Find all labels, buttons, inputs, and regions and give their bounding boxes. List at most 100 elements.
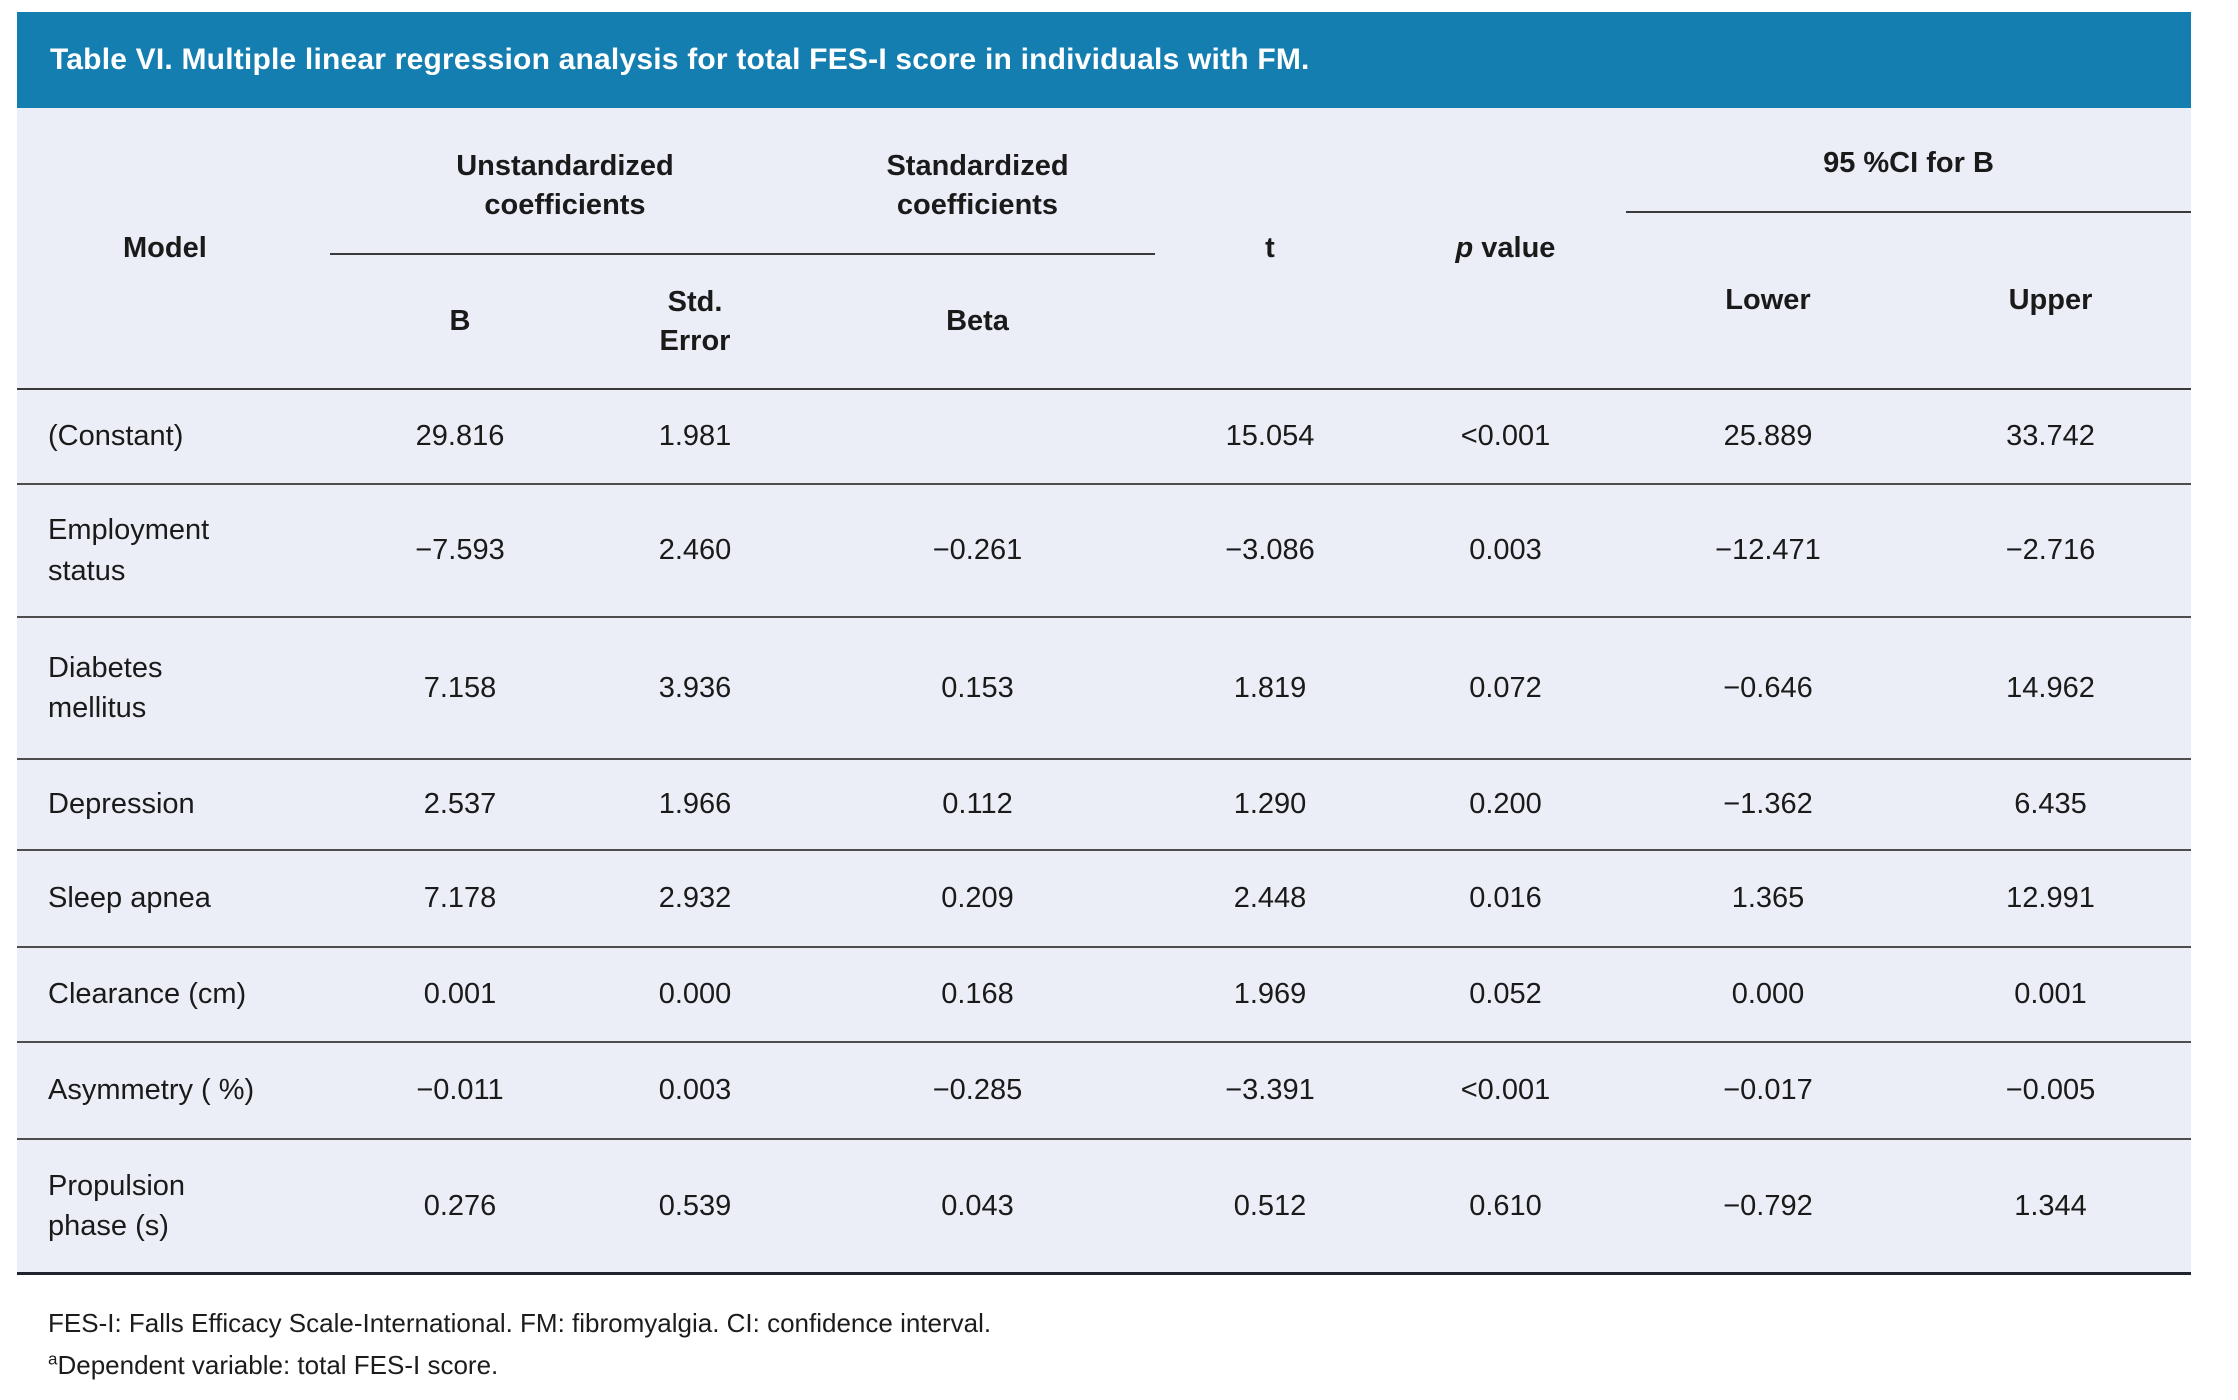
cell-std-error: 3.936	[658, 671, 732, 704]
ci-header-group: 95 %CI for B Lower Upper	[1626, 108, 2191, 388]
cell-p: 0.052	[1469, 978, 1542, 1010]
cell-p: 0.072	[1469, 671, 1542, 704]
footnote-dependent-variable: aDependent variable: total FES-I score.	[48, 1344, 991, 1386]
cell-p: 0.003	[1469, 534, 1542, 566]
cell-b: 0.276	[423, 1189, 497, 1222]
cell-t: 15.054	[1225, 420, 1315, 452]
cell-b: 7.178	[423, 882, 497, 914]
cell-upper: 12.991	[2006, 882, 2095, 914]
group-header-unstandardized: Unstandardized coefficients	[456, 150, 674, 221]
table-row-asymmetry: Asymmetry ( %) −0.011 0.003 −0.285 −3.39…	[17, 1043, 2191, 1140]
coefficients-header-group: Unstandardized coefficients Standardized…	[330, 108, 1155, 388]
cell-lower: −0.646	[1723, 671, 1813, 704]
cell-t: −3.086	[1225, 534, 1315, 566]
cell-lower: −1.362	[1723, 788, 1813, 820]
coefficients-subheader-row: B Std. Error Beta	[330, 255, 1155, 388]
cell-t: 1.819	[1233, 671, 1307, 704]
cell-p: <0.001	[1460, 420, 1551, 452]
cell-std-error: 0.000	[658, 978, 732, 1010]
cell-std-error: 2.932	[658, 882, 732, 914]
cell-std-error: 0.539	[658, 1189, 732, 1222]
cell-lower: −12.471	[1715, 534, 1821, 566]
cell-std-error: 2.460	[658, 534, 732, 566]
cell-model: Employment status	[48, 514, 210, 587]
cell-model: Propulsion phase (s)	[48, 1169, 186, 1242]
cell-t: −3.391	[1225, 1074, 1315, 1106]
cell-b: 29.816	[415, 420, 505, 452]
cell-b: 2.537	[423, 788, 497, 820]
cell-model: Diabetes mellitus	[48, 651, 163, 724]
column-header-p-value: p value	[1385, 108, 1626, 388]
cell-beta: −0.261	[932, 534, 1023, 566]
cell-std-error: 0.003	[658, 1074, 732, 1106]
cell-t: 2.448	[1233, 882, 1307, 914]
cell-upper: −2.716	[2005, 534, 2096, 566]
table-body: (Constant) 29.816 1.981 15.054 <0.001 25…	[17, 390, 2191, 1275]
footnote-dependent-text: Dependent variable: total FES-I score.	[57, 1350, 499, 1380]
cell-beta: 0.043	[941, 1189, 1014, 1222]
ci-subheader-row: Lower Upper	[1626, 213, 2191, 388]
column-header-lower: Lower	[1725, 284, 1811, 317]
cell-lower: 1.365	[1731, 882, 1805, 914]
cell-model: (Constant)	[48, 420, 184, 453]
group-header-95ci: 95 %CI for B	[1626, 108, 2191, 213]
cell-beta: 0.209	[941, 882, 1014, 914]
cell-p: 0.200	[1469, 788, 1542, 820]
p-value-italic-p: p	[1455, 231, 1474, 264]
table-row-depression: Depression 2.537 1.966 0.112 1.290 0.200…	[17, 760, 2191, 851]
cell-model: Asymmetry ( %)	[48, 1074, 255, 1107]
cell-lower: −0.792	[1723, 1189, 1813, 1222]
table-row-diabetes-mellitus: Diabetes mellitus 7.158 3.936 0.153 1.81…	[17, 618, 2191, 760]
cell-b: −7.593	[415, 534, 505, 566]
cell-model: Clearance (cm)	[48, 978, 247, 1011]
cell-lower: 0.000	[1731, 978, 1805, 1010]
footnotes: FES-I: Falls Efficacy Scale-Internationa…	[48, 1302, 991, 1386]
cell-model: Sleep apnea	[48, 882, 211, 915]
table-row-clearance: Clearance (cm) 0.001 0.000 0.168 1.969 0…	[17, 948, 2191, 1043]
group-header-standardized: Standardized coefficients	[886, 150, 1069, 221]
column-header-t: t	[1265, 231, 1275, 264]
column-header-upper: Upper	[2008, 284, 2093, 317]
cell-b: 0.001	[423, 978, 497, 1010]
regression-table: Table VI. Multiple linear regression ana…	[17, 12, 2191, 1275]
cell-beta: 0.112	[942, 788, 1013, 820]
cell-p: 0.016	[1469, 882, 1542, 914]
cell-beta: −0.285	[932, 1074, 1023, 1106]
column-header-std-error: Std. Error	[659, 286, 731, 357]
cell-t: 1.969	[1233, 978, 1307, 1010]
cell-upper: −0.005	[2005, 1074, 2096, 1106]
coefficients-group-labels: Unstandardized coefficients Standardized…	[330, 108, 1155, 255]
cell-beta: 0.168	[941, 978, 1014, 1010]
column-header-b: B	[449, 305, 471, 338]
table-row-propulsion-phase: Propulsion phase (s) 0.276 0.539 0.043 0…	[17, 1140, 2191, 1275]
cell-beta: 0.153	[941, 671, 1014, 704]
cell-std-error: 1.966	[658, 788, 732, 820]
table-row-constant: (Constant) 29.816 1.981 15.054 <0.001 25…	[17, 390, 2191, 485]
cell-lower: 25.889	[1723, 420, 1813, 452]
cell-p: 0.610	[1469, 1189, 1542, 1222]
cell-lower: −0.017	[1723, 1074, 1813, 1106]
table-title-bar: Table VI. Multiple linear regression ana…	[17, 12, 2191, 108]
p-value-label-rest: value	[1481, 231, 1556, 264]
cell-model: Depression	[48, 788, 195, 821]
table-header: Model Unstandardized coefficients Standa…	[17, 108, 2191, 390]
cell-upper: 14.962	[2006, 671, 2095, 704]
cell-t: 0.512	[1233, 1189, 1307, 1222]
cell-p: <0.001	[1460, 1074, 1551, 1106]
footnote-superscript-a: a	[48, 1349, 58, 1369]
cell-upper: 33.742	[2006, 420, 2095, 452]
table-row-sleep-apnea: Sleep apnea 7.178 2.932 0.209 2.448 0.01…	[17, 851, 2191, 948]
footnote-abbreviations: FES-I: Falls Efficacy Scale-Internationa…	[48, 1308, 992, 1338]
cell-upper: 0.001	[2014, 978, 2087, 1010]
cell-upper: 6.435	[2014, 788, 2087, 820]
column-header-beta: Beta	[946, 305, 1009, 338]
column-header-model: Model	[123, 231, 207, 264]
table-title: Table VI. Multiple linear regression ana…	[50, 43, 1310, 76]
cell-b: −0.011	[416, 1074, 504, 1106]
cell-std-error: 1.981	[658, 420, 732, 452]
cell-upper: 1.344	[2014, 1189, 2087, 1222]
cell-t: 1.290	[1233, 788, 1307, 820]
table-row-employment-status: Employment status −7.593 2.460 −0.261 −3…	[17, 485, 2191, 618]
cell-b: 7.158	[423, 671, 497, 704]
